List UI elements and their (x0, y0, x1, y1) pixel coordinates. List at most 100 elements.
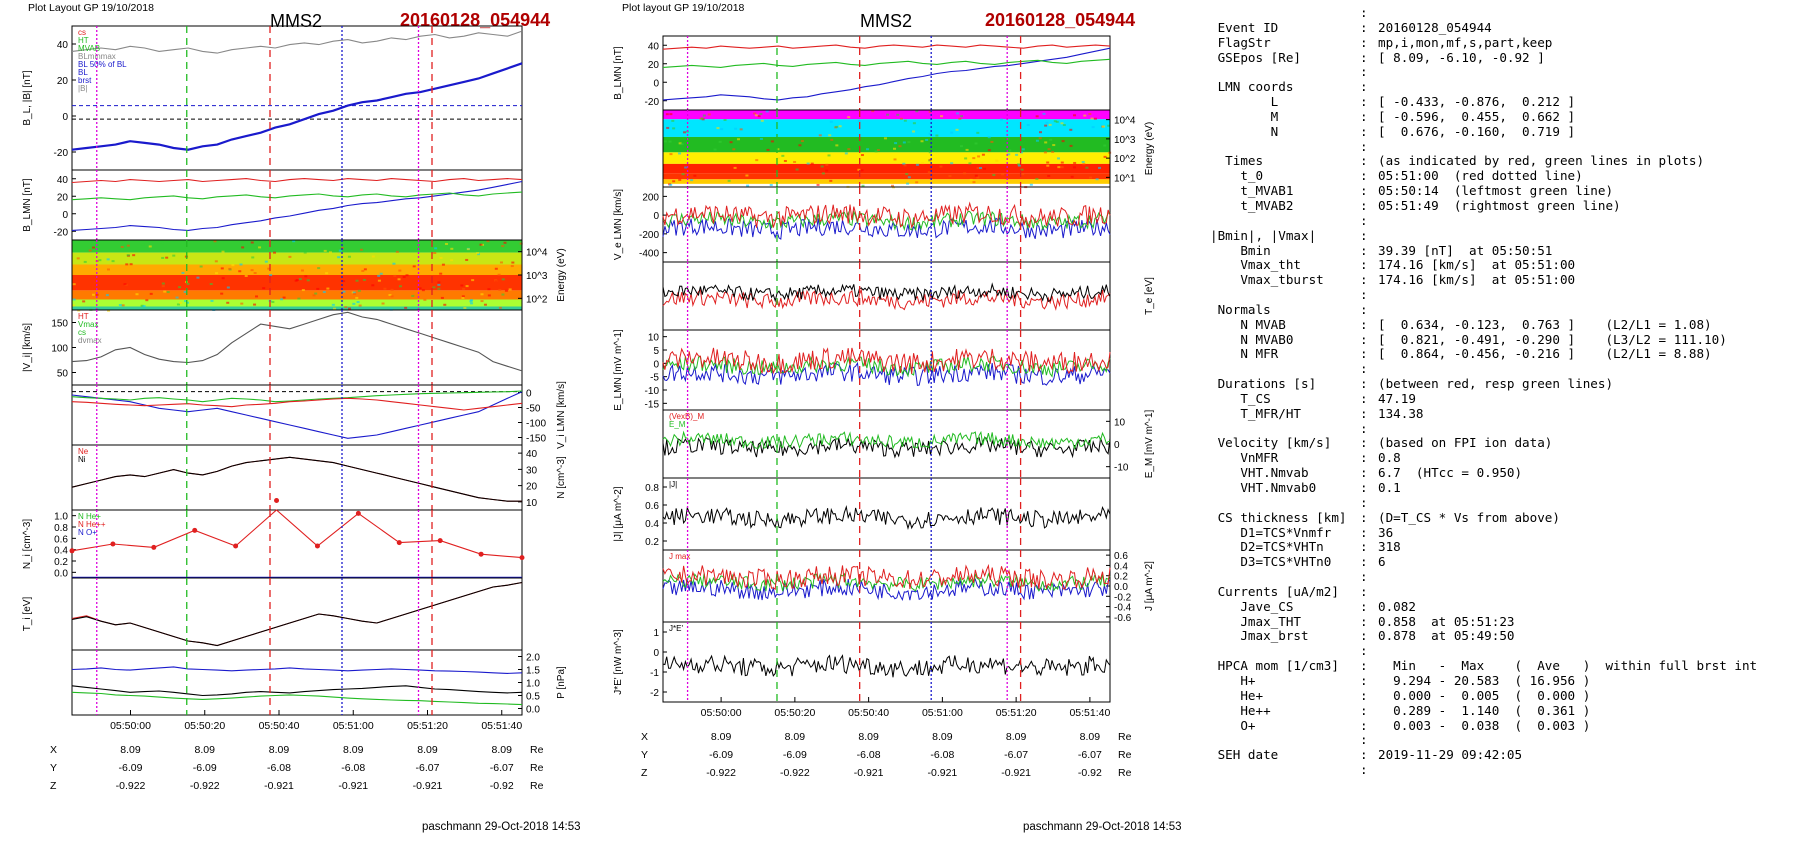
spectrogram-pixel (344, 306, 348, 309)
spectrogram-pixel (82, 300, 86, 303)
info-value: 6 (1378, 554, 1386, 570)
spectrogram-pixel (753, 112, 757, 115)
position-row-label: Y (50, 762, 57, 774)
info-separator: : (1360, 183, 1368, 199)
y-tick-label: -1 (650, 668, 659, 679)
spectrogram-pixel (974, 174, 978, 177)
spectrogram-pixel (322, 291, 326, 294)
spectrogram-pixel (423, 298, 427, 301)
series-line (71, 62, 523, 151)
spectrogram-pixel (1035, 177, 1039, 180)
info-key (1210, 362, 1360, 377)
spectrogram-pixel (437, 281, 441, 284)
spectrogram-pixel (1073, 161, 1077, 164)
info-key: N MVAB0 (1210, 331, 1294, 347)
y-tick-label: 10^2 (1114, 154, 1136, 165)
info-separator: : (1360, 524, 1368, 540)
spectrogram-pixel (435, 248, 439, 251)
spectrogram-pixel (1062, 124, 1066, 127)
info-key: Vmax_tburst (1210, 272, 1324, 288)
spectrogram-pixel (483, 303, 487, 306)
info-row: N: [ 0.676, -0.160, 0.719 ] (1210, 124, 1800, 140)
series-line (662, 355, 1111, 378)
spectrogram-pixel (398, 285, 402, 288)
info-key: VHT.Nmvab0 (1210, 480, 1317, 495)
spectrogram-pixel (921, 162, 925, 165)
spectrogram-pixel (950, 162, 954, 165)
position-value: -0.921 (413, 780, 443, 792)
legend-entry: E_M (669, 420, 686, 429)
info-separator: : (1360, 361, 1368, 377)
info-key (1210, 140, 1360, 155)
series-line (662, 282, 1111, 303)
info-value: 39.39 [nT] at 05:50:51 (1378, 242, 1553, 258)
spectrogram-pixel (280, 298, 284, 301)
info-separator: : (1360, 108, 1368, 124)
spectrogram-pixel (736, 138, 740, 141)
series-line (71, 685, 523, 697)
x-tick-label: 05:50:40 (848, 707, 889, 719)
x-tick-label: 05:51:00 (922, 707, 963, 719)
info-key: He+ (1210, 687, 1264, 703)
info-key (1210, 570, 1360, 585)
y-tick-label: 0.8 (645, 483, 659, 494)
spectrogram-pixel (486, 240, 490, 243)
series-line (71, 691, 523, 706)
spectrogram-pixel (940, 115, 944, 118)
spectrogram-pixel (896, 113, 900, 116)
panel-frame (662, 186, 1111, 263)
spectrogram-pixel (829, 120, 833, 123)
info-row: N MFR: [ 0.864, -0.456, -0.216 ] (L2/L1 =… (1210, 347, 1800, 362)
spectrogram-band (72, 264, 522, 275)
info-key: M (1210, 108, 1279, 124)
spectrogram-pixel (271, 301, 275, 304)
spectrogram-pixel (903, 164, 907, 167)
spectrogram-pixel (106, 268, 110, 271)
spectrogram-band (72, 240, 522, 253)
y-tick-label: 0.6 (1114, 551, 1128, 562)
info-separator: : (1360, 435, 1368, 451)
spectrogram-pixel (72, 304, 76, 307)
spectrogram-pixel (266, 243, 270, 246)
spectrogram-pixel (326, 287, 330, 290)
info-separator: : (1360, 583, 1368, 599)
spectrogram-pixel (471, 279, 475, 282)
spectrogram-pixel (1035, 139, 1039, 142)
spectrogram-pixel (1081, 160, 1085, 163)
spectrogram-pixel (793, 160, 797, 163)
spectrogram-pixel (759, 137, 763, 140)
y-axis-label: B_LMN [nT] (613, 46, 624, 100)
legend-entry: cs (78, 328, 86, 337)
x-tick-label: 05:50:00 (701, 707, 742, 719)
spectrogram-pixel (1046, 164, 1050, 167)
spectrogram-pixel (1089, 176, 1093, 179)
info-row: T_CS:47.19 (1210, 391, 1800, 407)
spectrogram-pixel (215, 272, 219, 275)
info-separator: : (1360, 64, 1368, 80)
y-tick-label: 1.0 (526, 679, 540, 690)
info-separator: : (1360, 569, 1368, 585)
info-value: 9.294 - 20.583 ( 16.956 ) (1378, 672, 1591, 688)
info-key (1210, 288, 1360, 303)
y-tick-label: 1.5 (526, 666, 540, 677)
info-row: D1=TCS*Vnmfr:36 (1210, 524, 1800, 541)
spectrogram-pixel (754, 114, 758, 117)
spectrogram-pixel (825, 163, 829, 166)
series-line (662, 654, 1111, 678)
position-value: -0.922 (190, 780, 220, 792)
y-axis-label: V_i LMN [km/s] (556, 381, 567, 449)
spectrogram-pixel (220, 292, 224, 295)
info-key (1210, 6, 1360, 21)
info-value: (D=T_CS * Vs from above) (1378, 509, 1560, 525)
spectrogram-pixel (358, 304, 362, 307)
y-tick-label: -20 (54, 148, 69, 159)
spectrogram-pixel (184, 300, 188, 303)
position-value: -0.92 (1078, 767, 1102, 779)
panel-frame (71, 444, 523, 511)
info-value: 05:51:00 (red dotted line) (1378, 168, 1583, 184)
info-key (1210, 644, 1360, 659)
spectrogram-pixel (111, 260, 115, 263)
spectrogram-pixel (258, 246, 262, 249)
spectrogram-pixel (282, 296, 286, 299)
